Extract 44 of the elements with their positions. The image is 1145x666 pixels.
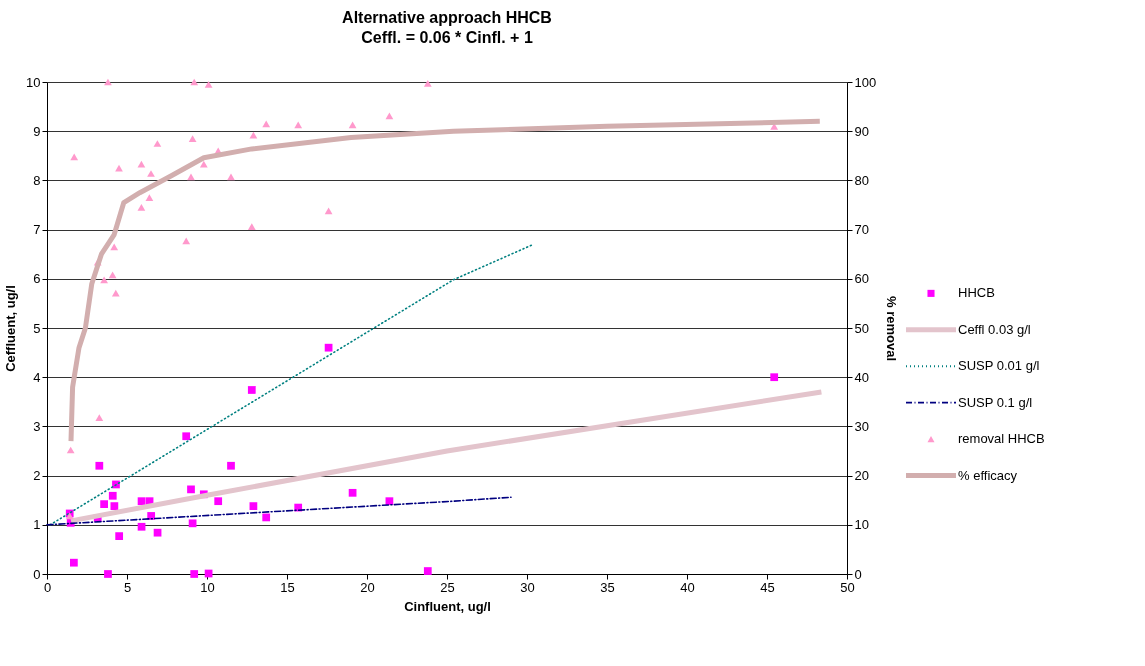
x-tick-label: 10 [200,579,215,595]
x-tick-label: 45 [760,579,775,595]
y2-tick-label: 90 [854,123,869,139]
y-tick-label: 8 [33,172,41,188]
y-tick-label: 9 [33,123,41,139]
y-tick-label: 7 [33,222,41,238]
chart-title: Alternative approach HHCB [342,9,552,26]
y2-tick-label: 0 [854,566,862,582]
x-tick-label: 30 [520,579,535,595]
y-tick-label: 0 [33,566,41,582]
y-tick-label: 6 [33,271,41,287]
x-tick-label: 5 [123,579,132,595]
y-tick-label: 1 [33,517,41,533]
y-tick-label: 2 [33,468,41,484]
x-axis-title: Cinfluent, ug/l [404,598,491,614]
y-tick-label: 10 [26,74,41,90]
y2-tick-label: 100 [854,74,877,90]
y2-tick-label: 10 [854,517,869,533]
y2-tick-label: 50 [854,320,869,336]
legend-label: Ceffl 0.03 g/l [958,321,1031,337]
y-tick-label: 3 [33,418,41,434]
x-tick-label: 20 [360,579,375,595]
legend-label: % efficacy [958,467,1018,483]
legend-label: SUSP 0.1 g/l [958,394,1033,410]
y2-tick-label: 40 [854,369,869,385]
y2-tick-label: 80 [854,172,869,188]
y2-tick-label: 60 [854,271,869,287]
y2-tick-label: 20 [854,468,869,484]
y-axis-title: Ceffluent, ug/l [3,285,19,372]
y-tick-label: 5 [33,320,41,336]
x-tick-label: 50 [840,579,855,595]
x-tick-label: 0 [43,579,52,595]
y2-tick-label: 30 [854,418,869,434]
legend-label: removal HHCB [958,431,1045,447]
chart-subtitle: Ceffl. = 0.06 * Cinfl. + 1 [361,29,533,46]
x-tick-label: 40 [680,579,695,595]
x-tick-label: 25 [440,579,455,595]
legend-label: HHCB [958,285,995,301]
legend-label: SUSP 0.01 g/l [958,358,1040,374]
y2-tick-label: 70 [854,222,869,238]
x-tick-label: 35 [600,579,615,595]
y-tick-label: 4 [33,369,41,385]
y2-axis-title: % removal [884,295,900,362]
x-tick-label: 15 [280,579,295,595]
